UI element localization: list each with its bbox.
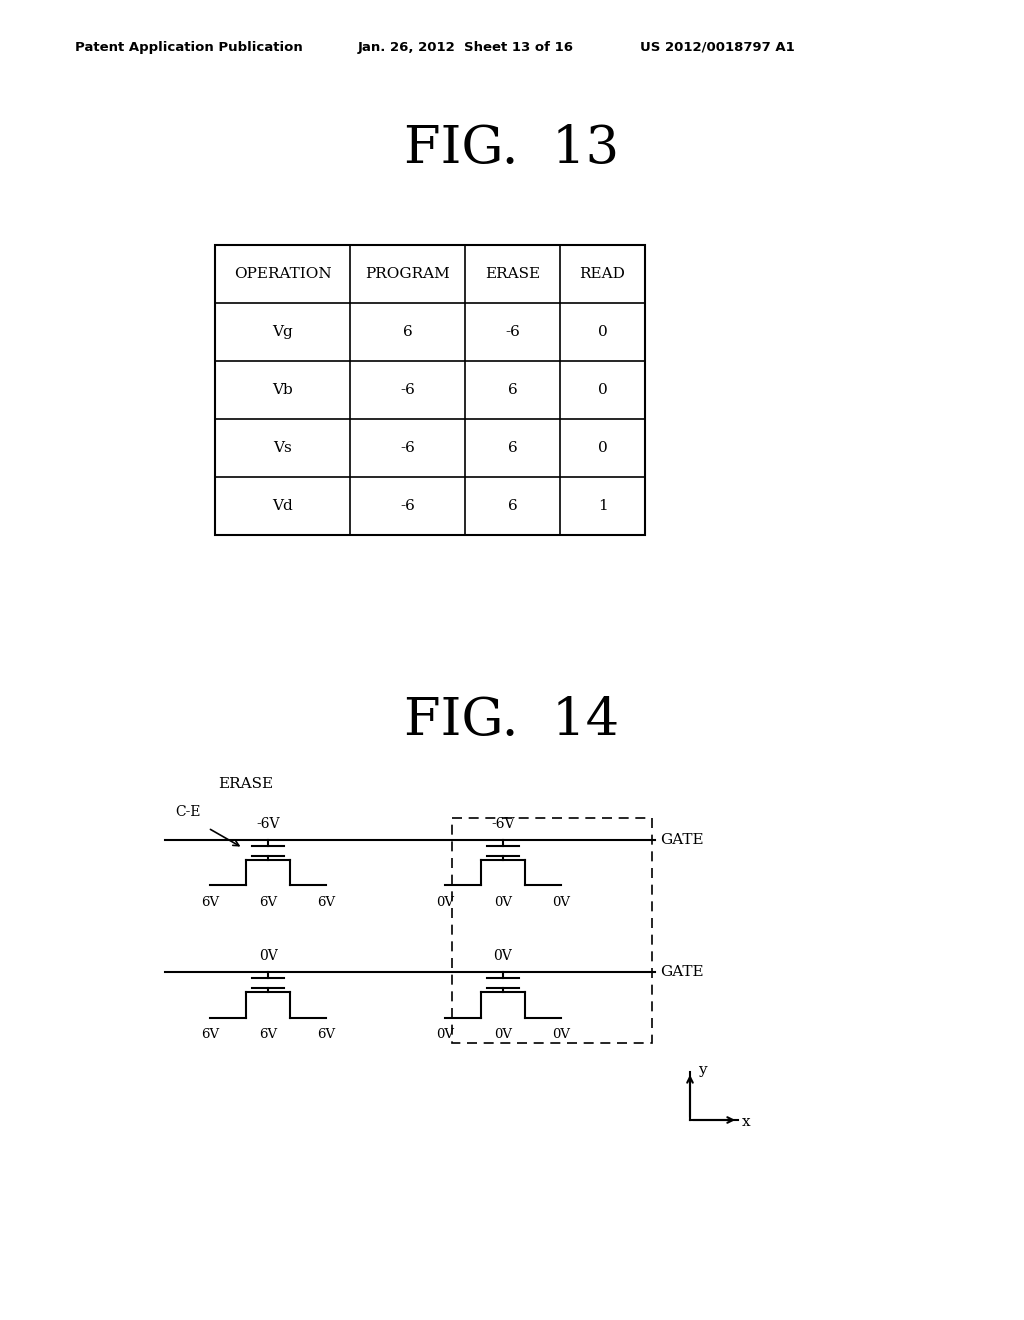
Text: -6: -6 — [400, 499, 415, 513]
Text: 0V: 0V — [259, 949, 278, 964]
Text: Vb: Vb — [272, 383, 293, 397]
Text: 6V: 6V — [201, 895, 219, 908]
Text: 1: 1 — [598, 499, 607, 513]
Text: Patent Application Publication: Patent Application Publication — [75, 41, 303, 54]
Text: PROGRAM: PROGRAM — [366, 267, 450, 281]
Text: READ: READ — [580, 267, 626, 281]
Bar — [452, 818, 652, 1043]
Text: 0: 0 — [598, 383, 607, 397]
Text: ERASE: ERASE — [485, 267, 540, 281]
Text: Vg: Vg — [272, 325, 293, 339]
Text: GATE: GATE — [660, 965, 703, 979]
Text: FIG.  13: FIG. 13 — [404, 123, 620, 173]
Text: -6V: -6V — [492, 817, 515, 832]
Text: -6V: -6V — [256, 817, 280, 832]
Text: -6: -6 — [505, 325, 520, 339]
Text: 0V: 0V — [552, 1028, 570, 1041]
Text: Jan. 26, 2012  Sheet 13 of 16: Jan. 26, 2012 Sheet 13 of 16 — [358, 41, 574, 54]
Text: 0V: 0V — [494, 895, 512, 908]
Text: 0V: 0V — [552, 895, 570, 908]
Text: 6V: 6V — [317, 1028, 335, 1041]
Text: -6: -6 — [400, 441, 415, 455]
Text: GATE: GATE — [660, 833, 703, 847]
Text: Vd: Vd — [272, 499, 293, 513]
Text: ERASE: ERASE — [218, 777, 273, 791]
Text: FIG.  14: FIG. 14 — [404, 694, 620, 746]
Text: 6: 6 — [402, 325, 413, 339]
Text: y: y — [698, 1063, 707, 1077]
Text: 6: 6 — [508, 383, 517, 397]
Bar — [215, 246, 645, 535]
Text: 0: 0 — [598, 325, 607, 339]
Text: 6V: 6V — [259, 1028, 278, 1041]
Text: 0V: 0V — [494, 949, 512, 964]
Text: Vs: Vs — [273, 441, 292, 455]
Text: -6: -6 — [400, 383, 415, 397]
Text: 0V: 0V — [494, 1028, 512, 1041]
Text: OPERATION: OPERATION — [233, 267, 332, 281]
Text: 6V: 6V — [201, 1028, 219, 1041]
Text: x: x — [742, 1115, 751, 1129]
Text: 0V: 0V — [436, 1028, 454, 1041]
Text: US 2012/0018797 A1: US 2012/0018797 A1 — [640, 41, 795, 54]
Text: 6V: 6V — [317, 895, 335, 908]
Text: 0V: 0V — [436, 895, 454, 908]
Text: 6: 6 — [508, 441, 517, 455]
Text: C-E: C-E — [175, 805, 201, 818]
Text: 0: 0 — [598, 441, 607, 455]
Text: 6V: 6V — [259, 895, 278, 908]
Text: 6: 6 — [508, 499, 517, 513]
